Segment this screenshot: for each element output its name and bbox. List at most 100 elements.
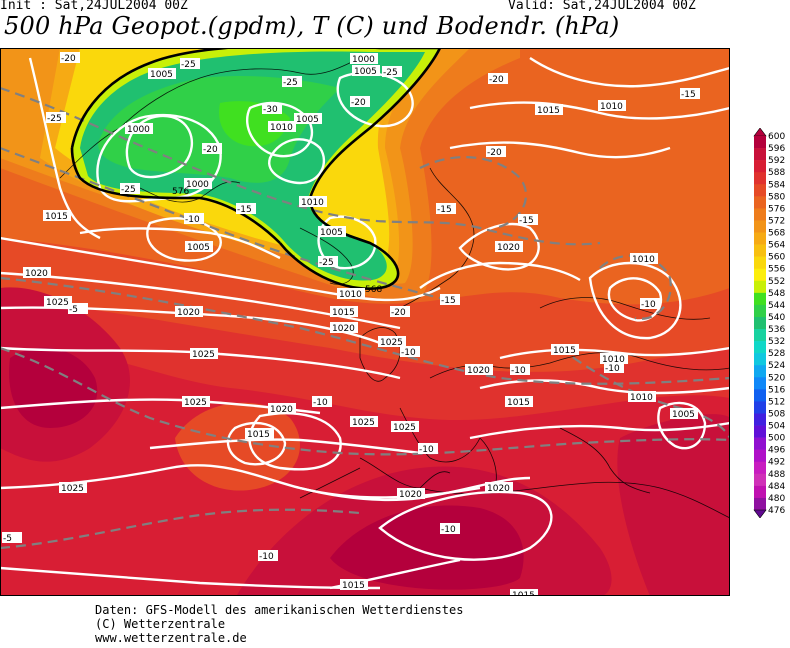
legend-label: 532 (768, 337, 785, 347)
pressure-label: 1015 (340, 579, 368, 591)
legend-label: 492 (768, 458, 785, 468)
svg-text:1015: 1015 (512, 591, 535, 596)
geopotential-label: 576 (172, 187, 189, 197)
temperature-labels: -20 -25 -25 -25 -25 -30 -20 -25 -20 -20 … (2, 52, 700, 562)
pressure-label: 1015 (551, 344, 579, 356)
temperature-label: -10 (604, 362, 624, 374)
band-596-south (330, 505, 524, 590)
svg-text:1005: 1005 (672, 410, 695, 420)
svg-text:1000: 1000 (352, 55, 375, 65)
legend-swatch (754, 425, 766, 438)
legend-swatch (754, 148, 766, 161)
svg-text:1020: 1020 (25, 269, 48, 279)
temperature-label: -20 (60, 52, 80, 64)
pressure-label: 1015 (43, 210, 71, 222)
svg-text:1005: 1005 (150, 70, 173, 80)
pressure-label: 1020 (330, 322, 358, 334)
legend-label: 476 (768, 506, 785, 516)
temperature-label: -10 (640, 298, 660, 310)
legend-swatch (754, 208, 766, 221)
svg-text:1015: 1015 (247, 430, 270, 440)
svg-text:-5: -5 (69, 305, 78, 315)
legend-label: 504 (768, 422, 785, 432)
legend-swatch (754, 268, 766, 282)
pressure-label: 1010 (268, 121, 296, 133)
init-time: Init : Sat,24JUL2004 00Z (0, 0, 188, 13)
legend-label: 528 (768, 349, 785, 359)
svg-text:1010: 1010 (602, 355, 625, 365)
legend-swatch (754, 172, 766, 185)
svg-text:-10: -10 (401, 348, 416, 358)
svg-text:1000: 1000 (186, 180, 209, 190)
pressure-label: 1005 (670, 408, 698, 420)
svg-text:-10: -10 (441, 525, 456, 535)
temperature-label: -5 (68, 303, 88, 315)
legend-swatch (754, 220, 766, 233)
credit-line: Daten: GFS-Modell des amerikanischen Wet… (95, 603, 464, 617)
svg-text:-15: -15 (437, 205, 452, 215)
svg-text:1010: 1010 (630, 393, 653, 403)
temperature-label: -25 (180, 58, 200, 70)
pressure-label: 1010 (600, 353, 628, 365)
legend-swatch (754, 256, 766, 270)
temperature-label: -10 (510, 364, 530, 376)
legend-swatch (754, 341, 766, 354)
legend-label: 544 (768, 301, 785, 311)
pressure-label: 1005 (294, 113, 322, 125)
pressure-label: 1005 (148, 68, 176, 80)
legend-label: 576 (768, 204, 785, 214)
svg-text:1025: 1025 (393, 423, 416, 433)
svg-text:1005: 1005 (320, 228, 343, 238)
svg-text:-20: -20 (487, 148, 502, 158)
pressure-label: 1000 (350, 53, 378, 65)
legend-label: 508 (768, 409, 785, 419)
valid-time: Valid: Sat,24JUL2004 00Z (508, 0, 696, 13)
temperature-label: -15 (436, 203, 456, 215)
legend-swatch (754, 292, 766, 306)
legend-label: 588 (768, 168, 785, 178)
temperature-label: -10 (400, 346, 420, 358)
svg-text:1025: 1025 (380, 338, 403, 348)
pressure-label: 1015 (505, 396, 533, 408)
svg-text:1020: 1020 (177, 308, 200, 318)
legend-swatch (754, 461, 766, 475)
pressure-label: 1010 (299, 196, 327, 208)
svg-text:-25: -25 (121, 185, 136, 195)
svg-text:1010: 1010 (600, 102, 623, 112)
legend-swatch (754, 389, 766, 402)
isotherms (0, 86, 730, 550)
temperature-label: -30 (262, 103, 282, 115)
svg-text:1015: 1015 (507, 398, 530, 408)
pressure-label: 1010 (630, 253, 658, 265)
temperature-label: -20 (486, 146, 506, 158)
svg-text:-20: -20 (351, 98, 366, 108)
svg-text:1015: 1015 (537, 106, 560, 116)
legend-swatch (754, 437, 766, 450)
temperature-label: -25 (46, 112, 66, 124)
svg-text:1020: 1020 (467, 366, 490, 376)
pressure-label: 1010 (628, 391, 656, 403)
svg-text:-10: -10 (419, 445, 434, 455)
pressure-label: 1020 (397, 488, 425, 500)
legend-swatch (754, 280, 766, 294)
pressure-label: 1025 (182, 396, 210, 408)
band-592-east (617, 414, 730, 596)
svg-text:1005: 1005 (187, 243, 210, 253)
pressure-label: 1015 (535, 104, 563, 116)
temperature-label: -10 (440, 523, 460, 535)
svg-text:-20: -20 (489, 75, 504, 85)
pressure-label: 1020 (465, 364, 493, 376)
svg-text:-25: -25 (47, 114, 62, 124)
pressure-label: 1025 (378, 336, 406, 348)
svg-text:-5: -5 (3, 534, 12, 544)
legend-label: 488 (768, 470, 785, 480)
temperature-label: -5 (2, 532, 22, 544)
svg-text:1025: 1025 (61, 484, 84, 494)
legend-label: 548 (768, 289, 785, 299)
temperature-label: -15 (680, 88, 700, 100)
svg-text:-10: -10 (605, 364, 620, 374)
legend-swatch (754, 353, 766, 366)
svg-text:-25: -25 (319, 258, 334, 268)
pressure-label: 1020 (485, 482, 513, 494)
svg-text:1010: 1010 (632, 255, 655, 265)
